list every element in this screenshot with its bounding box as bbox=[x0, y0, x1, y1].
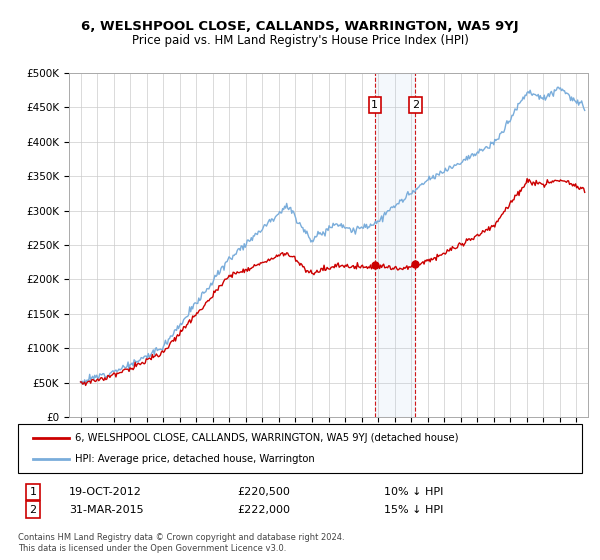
Text: 15% ↓ HPI: 15% ↓ HPI bbox=[384, 505, 443, 515]
Text: £222,000: £222,000 bbox=[237, 505, 290, 515]
Text: 2: 2 bbox=[29, 505, 37, 515]
Text: HPI: Average price, detached house, Warrington: HPI: Average price, detached house, Warr… bbox=[75, 454, 315, 464]
Text: 1: 1 bbox=[29, 487, 37, 497]
Text: 6, WELSHPOOL CLOSE, CALLANDS, WARRINGTON, WA5 9YJ: 6, WELSHPOOL CLOSE, CALLANDS, WARRINGTON… bbox=[81, 20, 519, 32]
Text: 10% ↓ HPI: 10% ↓ HPI bbox=[384, 487, 443, 497]
Text: Contains HM Land Registry data © Crown copyright and database right 2024.
This d: Contains HM Land Registry data © Crown c… bbox=[18, 533, 344, 553]
Text: 1: 1 bbox=[371, 100, 378, 110]
Text: 2: 2 bbox=[412, 100, 419, 110]
Text: £220,500: £220,500 bbox=[237, 487, 290, 497]
Text: 19-OCT-2012: 19-OCT-2012 bbox=[69, 487, 142, 497]
Text: Price paid vs. HM Land Registry's House Price Index (HPI): Price paid vs. HM Land Registry's House … bbox=[131, 34, 469, 46]
Bar bbox=[375, 73, 415, 417]
Text: 6, WELSHPOOL CLOSE, CALLANDS, WARRINGTON, WA5 9YJ (detached house): 6, WELSHPOOL CLOSE, CALLANDS, WARRINGTON… bbox=[75, 433, 458, 443]
Text: 31-MAR-2015: 31-MAR-2015 bbox=[69, 505, 143, 515]
